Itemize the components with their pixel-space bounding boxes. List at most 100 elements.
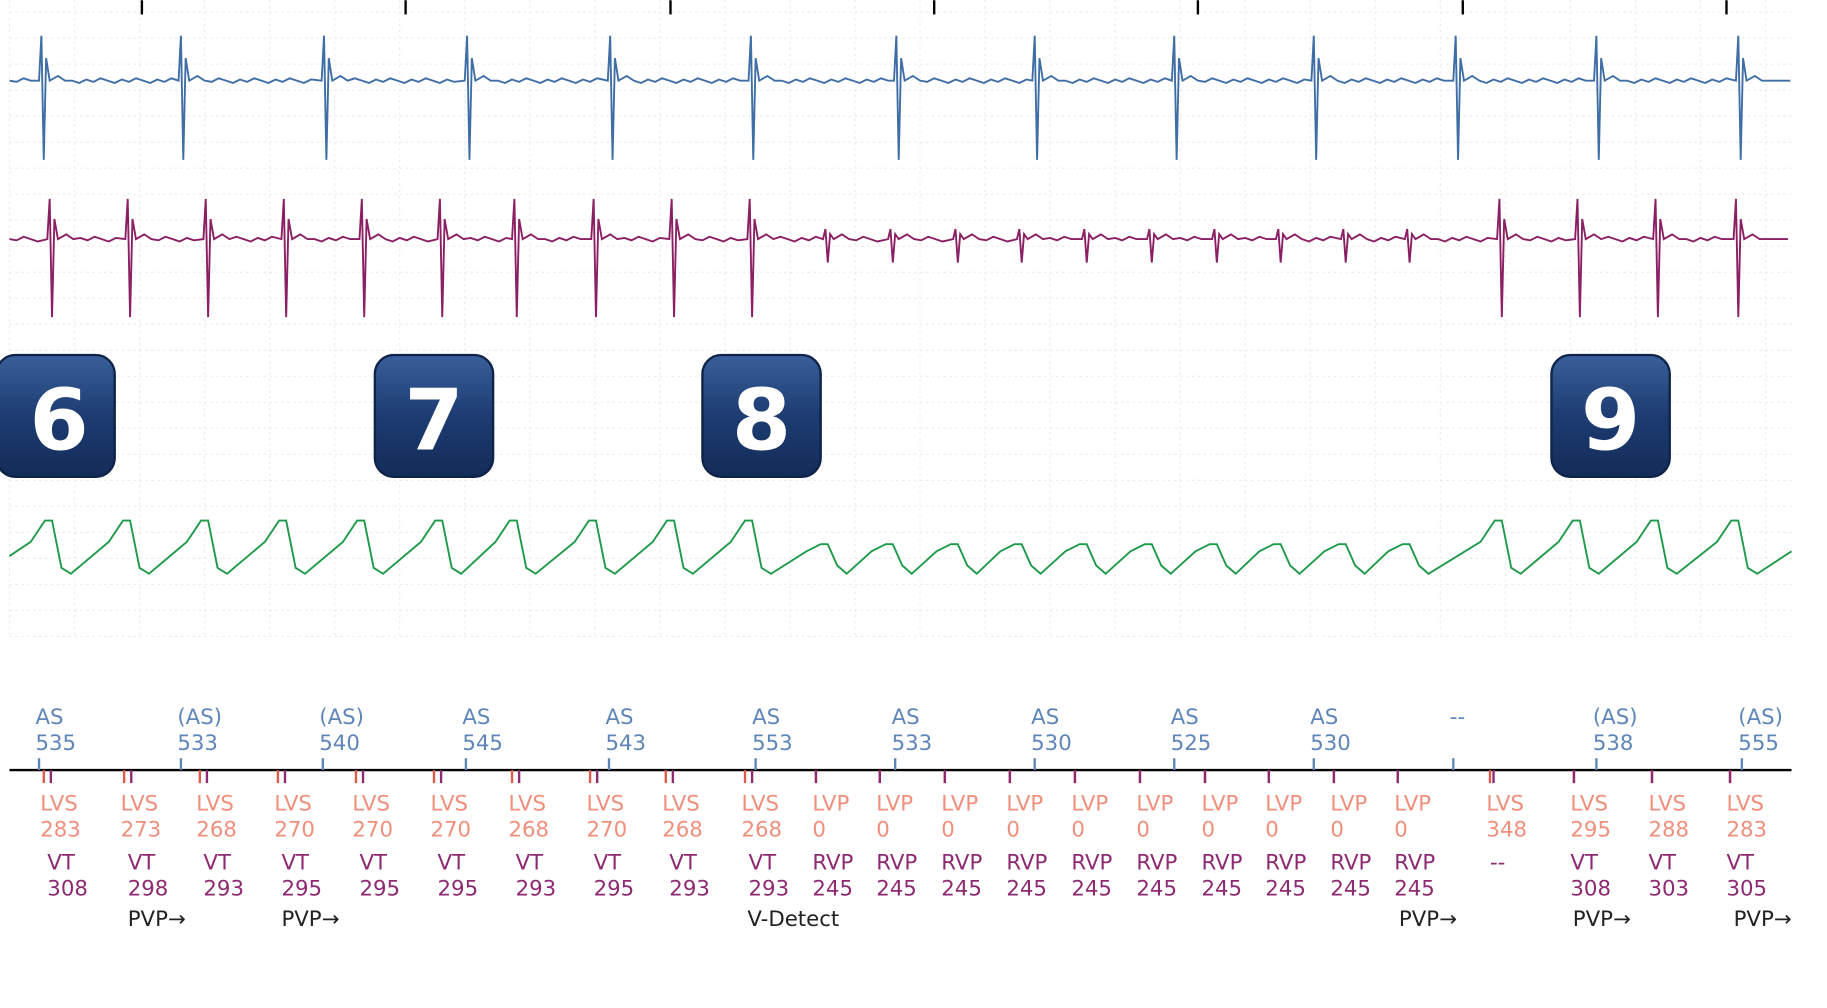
annotation: PVP→ xyxy=(281,907,339,932)
v-markers-value: 245 xyxy=(1394,876,1435,901)
lv-markers-label: LVS xyxy=(587,791,625,816)
lv-markers-label: LVS xyxy=(1726,791,1764,816)
lv-markers-label: LVS xyxy=(662,791,700,816)
annotation: PVP→ xyxy=(1734,907,1792,932)
lv-markers-label: LVP xyxy=(812,791,849,816)
v-markers-label: VT xyxy=(516,850,545,875)
atrial-markers-value: 525 xyxy=(1171,731,1212,756)
lv-markers-value: 0 xyxy=(1394,817,1408,842)
badge: 8 xyxy=(701,353,822,478)
v-markers-value: 293 xyxy=(749,876,790,901)
badge-box xyxy=(0,353,116,478)
lv-markers-value: 0 xyxy=(1330,817,1344,842)
atrial-markers-label: AS xyxy=(752,705,780,730)
v-markers-value: 293 xyxy=(669,876,710,901)
lv-markers-label: LVP xyxy=(1136,791,1173,816)
badge-box xyxy=(373,353,495,478)
lv-markers-label: LVS xyxy=(121,791,159,816)
v-markers-label: RVP xyxy=(941,850,982,875)
v-markers-label: RVP xyxy=(876,850,917,875)
lv-markers-label: LVS xyxy=(430,791,468,816)
atrial-markers-value: 555 xyxy=(1738,731,1779,756)
lv-markers-label: LVP xyxy=(1265,791,1302,816)
lv-markers-value: 0 xyxy=(1201,817,1215,842)
atrial-markers-label: (AS) xyxy=(1738,705,1783,730)
v-markers-value: 293 xyxy=(203,876,244,901)
v-markers-value: 245 xyxy=(1330,876,1371,901)
markers: AS535(AS)533(AS)540AS545AS543AS553AS533A… xyxy=(35,705,1791,932)
atrial-markers-label: (AS) xyxy=(177,705,222,730)
lv-markers-label: LVP xyxy=(1006,791,1043,816)
v-markers-label: RVP xyxy=(1265,850,1306,875)
lv-markers-value: 268 xyxy=(741,817,782,842)
v-markers-value: 245 xyxy=(1006,876,1047,901)
atrial-markers-value: 553 xyxy=(752,731,793,756)
lv-markers-value: 0 xyxy=(1071,817,1085,842)
v-markers-label: -- xyxy=(1490,850,1505,875)
badge-box xyxy=(701,353,822,478)
v-markers-label: RVP xyxy=(812,850,853,875)
atrial-markers-value: 533 xyxy=(177,731,218,756)
egm-trace xyxy=(9,198,1788,318)
v-markers-value: 293 xyxy=(516,876,557,901)
atrial-markers-value: 545 xyxy=(462,731,503,756)
v-markers-value: 295 xyxy=(281,876,322,901)
lv-markers-value: 268 xyxy=(508,817,549,842)
lv-markers-label: LVP xyxy=(1071,791,1108,816)
v-markers-label: VT xyxy=(669,850,698,875)
badge-number: 9 xyxy=(1581,372,1640,471)
v-markers-label: VT xyxy=(1570,850,1599,875)
atrial-markers-label: AS xyxy=(1171,705,1199,730)
lv-markers-value: 0 xyxy=(1265,817,1279,842)
v-markers-label: RVP xyxy=(1201,850,1242,875)
atrial-markers-value: 530 xyxy=(1031,731,1072,756)
lv-markers-value: 273 xyxy=(121,817,162,842)
atrial-markers-value: 543 xyxy=(605,731,646,756)
lv-markers-label: LVS xyxy=(1486,791,1524,816)
lv-markers-label: LVS xyxy=(1570,791,1608,816)
waveforms xyxy=(8,35,1793,576)
lv-markers-label: LVS xyxy=(508,791,546,816)
annotation: PVP→ xyxy=(1573,907,1631,932)
v-markers-label: RVP xyxy=(1330,850,1371,875)
lv-markers-value: 0 xyxy=(1006,817,1020,842)
lv-markers-value: 270 xyxy=(352,817,393,842)
v-markers-value: 245 xyxy=(1136,876,1177,901)
atrial-markers-label: AS xyxy=(1310,705,1338,730)
atrial-markers-value: 530 xyxy=(1310,731,1351,756)
v-markers-value: 295 xyxy=(438,876,479,901)
lv-markers-value: 0 xyxy=(941,817,955,842)
badge-number: 7 xyxy=(404,372,463,471)
v-markers-label: VT xyxy=(1648,850,1677,875)
lv-markers-value: 0 xyxy=(1136,817,1150,842)
lv-markers-label: LVS xyxy=(1648,791,1686,816)
v-markers-value: 298 xyxy=(128,876,169,901)
atrial-markers-label: (AS) xyxy=(319,705,364,730)
lv-markers-value: 295 xyxy=(1570,817,1611,842)
v-markers-label: VT xyxy=(281,850,310,875)
lv-markers-value: 283 xyxy=(1726,817,1767,842)
v-markers-value: 245 xyxy=(1265,876,1306,901)
egm-trace xyxy=(8,519,1793,576)
lv-markers-value: 288 xyxy=(1648,817,1689,842)
lv-markers-label: LVP xyxy=(1201,791,1238,816)
atrial-markers-value: 540 xyxy=(319,731,360,756)
lv-markers-value: 270 xyxy=(587,817,628,842)
badge-box xyxy=(1550,353,1671,478)
v-markers-label: VT xyxy=(594,850,623,875)
atrial-markers-label: AS xyxy=(462,705,490,730)
badge-number: 6 xyxy=(30,372,89,471)
lv-markers-value: 270 xyxy=(430,817,471,842)
lv-markers-label: LVS xyxy=(274,791,312,816)
lv-markers-value: 0 xyxy=(812,817,826,842)
v-markers-value: 303 xyxy=(1648,876,1689,901)
lv-markers-value: 283 xyxy=(40,817,81,842)
v-markers-value: 308 xyxy=(47,876,88,901)
atrial-markers-label: AS xyxy=(892,705,920,730)
v-markers-value: 245 xyxy=(1201,876,1242,901)
v-markers-label: VT xyxy=(128,850,157,875)
v-markers-label: RVP xyxy=(1071,850,1112,875)
grid xyxy=(8,0,1792,639)
lv-markers-label: LVS xyxy=(196,791,234,816)
annotation: PVP→ xyxy=(1399,907,1457,932)
